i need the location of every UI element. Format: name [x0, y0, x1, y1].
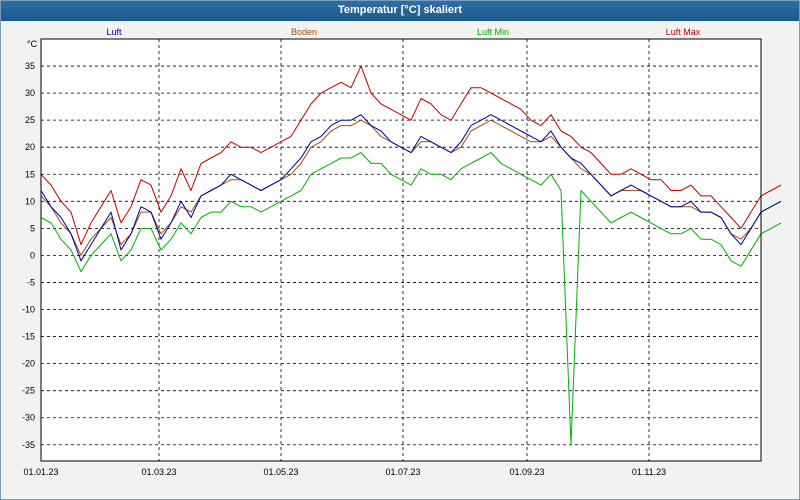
y-tick-label: -30 — [22, 413, 35, 423]
y-tick-label: 25 — [25, 115, 35, 125]
legend-entry: Luft Max — [666, 27, 701, 37]
series-line-luft-min — [40, 152, 782, 446]
series-line-luft-max — [40, 65, 782, 246]
plot-area — [41, 39, 761, 461]
y-tick-label: -15 — [22, 332, 35, 342]
y-tick-label: -10 — [22, 305, 35, 315]
y-tick-label: 20 — [25, 142, 35, 152]
y-tick-label: 30 — [25, 88, 35, 98]
legend-entry: Luft Min — [477, 27, 509, 37]
x-tick-label: 01.01.23 — [23, 467, 58, 477]
temperature-chart: 35 30 25 20 15 10 5 0 -5 -10 -15 -20 -25 -30 -35 01.01… — [1, 21, 799, 499]
y-tick-label: 35 — [25, 61, 35, 71]
plot-frame — [40, 38, 762, 462]
x-tick-label: 01.07.23 — [385, 467, 420, 477]
y-tick-label: -5 — [27, 277, 35, 287]
y-tick-label: 5 — [30, 223, 35, 233]
window-title: Temperatur [°C] skaliert — [337, 4, 462, 16]
legend-entry: Boden — [291, 27, 317, 37]
legend-entry: Luft — [106, 27, 122, 37]
y-tick-label: -20 — [22, 359, 35, 369]
y-tick-label: 10 — [25, 196, 35, 206]
x-tick-label: 01.03.23 — [141, 467, 176, 477]
y-tick-label: -35 — [22, 440, 35, 450]
x-tick-label: 01.05.23 — [263, 467, 298, 477]
y-tick-label: -25 — [22, 386, 35, 396]
y-tick-label: 0 — [30, 250, 35, 260]
window-title-bar: Temperatur [°C] skaliert — [1, 1, 799, 21]
y-axis-unit-label: °C — [27, 39, 38, 49]
series-line-luft — [40, 114, 782, 262]
x-tick-label: 01.11.23 — [632, 467, 666, 477]
x-tick-label: 01.09.23 — [509, 467, 544, 477]
y-tick-label: 15 — [25, 169, 35, 179]
